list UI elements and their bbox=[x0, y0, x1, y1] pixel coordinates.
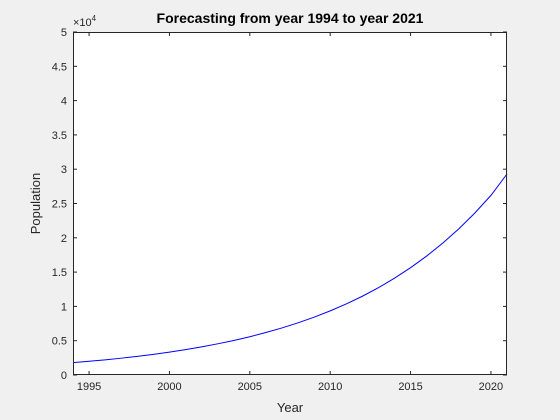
y-axis-ticks: 0 0.5 1 1.5 2 2.5 3 3.5 4 4.5 5 bbox=[52, 27, 507, 382]
x-axis-label: Year bbox=[277, 400, 304, 415]
x-axis-ticks: 1995 2000 2005 2010 2015 2020 bbox=[77, 32, 503, 393]
y-axis-exponent-label: ×104 bbox=[73, 14, 97, 29]
y-tick-label: 5 bbox=[61, 27, 67, 39]
x-tick-label: 2015 bbox=[398, 381, 422, 393]
plot-area[interactable] bbox=[73, 32, 507, 375]
y-tick-label: 0.5 bbox=[52, 336, 67, 348]
y-tick-label: 1.5 bbox=[52, 267, 67, 279]
x-tick-label: 2000 bbox=[157, 381, 181, 393]
y-tick-label: 3 bbox=[61, 164, 67, 176]
x-tick-label: 2020 bbox=[479, 381, 503, 393]
y-tick-label: 4.5 bbox=[52, 61, 67, 73]
y-axis-exponent-power: 4 bbox=[92, 14, 97, 23]
y-tick-label: 3.5 bbox=[52, 130, 67, 142]
y-axis-label: Population bbox=[28, 173, 43, 234]
x-tick-label: 1995 bbox=[77, 381, 101, 393]
x-tick-label: 2010 bbox=[318, 381, 342, 393]
chart-title: Forecasting from year 1994 to year 2021 bbox=[157, 10, 424, 26]
y-tick-label: 4 bbox=[61, 96, 67, 108]
y-tick-label: 2 bbox=[61, 233, 67, 245]
y-tick-label: 2.5 bbox=[52, 199, 67, 211]
y-tick-label: 0 bbox=[61, 370, 67, 382]
y-tick-label: 1 bbox=[61, 301, 67, 313]
x-tick-label: 2005 bbox=[238, 381, 262, 393]
series-line-0 bbox=[72, 173, 508, 364]
plot-content bbox=[72, 173, 508, 364]
